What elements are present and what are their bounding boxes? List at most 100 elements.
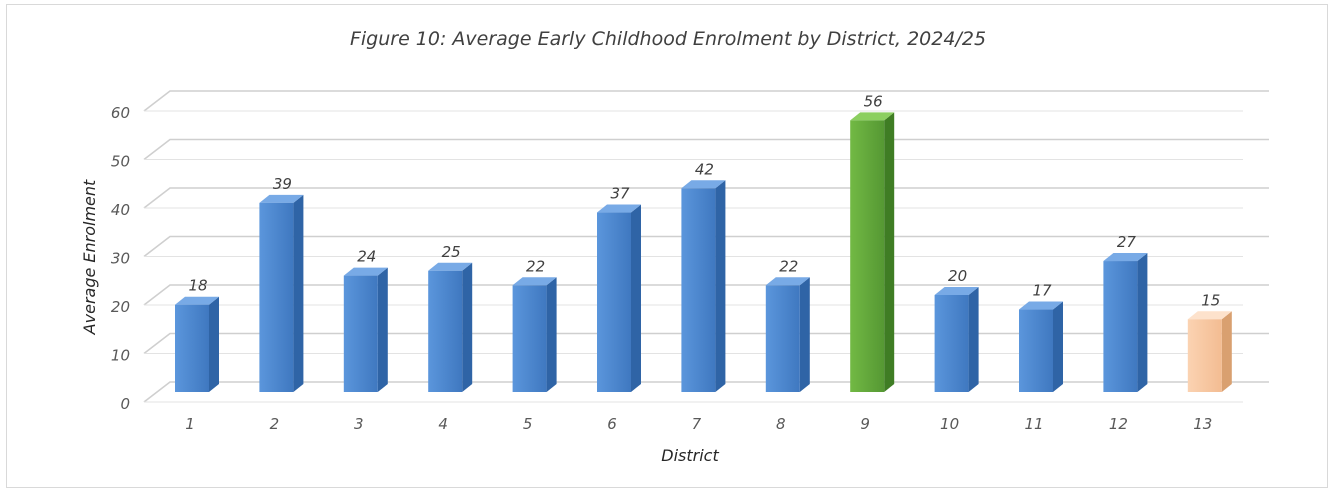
- gridline: [143, 332, 1269, 355]
- data-label: 37: [610, 185, 630, 203]
- bar-side: [1137, 253, 1148, 392]
- bar: [259, 194, 304, 392]
- bar: [512, 277, 557, 392]
- x-tick-label: 7: [692, 415, 702, 433]
- gridline: [143, 381, 1269, 403]
- bar-top: [934, 287, 979, 295]
- gridline: [143, 90, 1269, 112]
- x-tick-label: 9: [860, 415, 870, 433]
- data-label: 25: [442, 243, 461, 261]
- bar-side: [1053, 301, 1063, 392]
- chart-title: Figure 10: Average Early Childhood Enrol…: [350, 28, 986, 50]
- bar: [1103, 253, 1148, 392]
- chart-frame: Figure 10: Average Early Childhood Enrol…: [6, 4, 1328, 488]
- x-tick-label: 11: [1024, 415, 1043, 433]
- data-label: 15: [1201, 291, 1220, 309]
- x-axis-title: District: [661, 446, 719, 465]
- data-labels: 18 39 24 25 22 37 42 22 56 20 17 27 15: [188, 92, 1220, 309]
- y-tick-label: 20: [111, 298, 130, 316]
- bar-front: [175, 304, 209, 392]
- bar-front: [850, 120, 885, 393]
- bar-top: [428, 262, 473, 271]
- bar-top: [1019, 301, 1063, 310]
- data-label: 22: [526, 257, 545, 275]
- y-tick-label: 30: [111, 250, 130, 268]
- bar-top: [681, 180, 726, 189]
- x-tick-label: 13: [1193, 415, 1212, 433]
- bar-top: [175, 296, 219, 305]
- y-tick-label: 0: [120, 395, 130, 413]
- x-tick-label: 6: [607, 415, 617, 433]
- bar-front: [1019, 309, 1053, 392]
- x-axis-ticks: 1 2 3 4 5 6 7 8 9 10 11 12 13: [185, 415, 1212, 433]
- bar-front: [597, 212, 631, 392]
- bar-chart: Figure 10: Average Early Childhood Enrol…: [80, 28, 1269, 465]
- bar-top: [597, 204, 641, 213]
- bar-side: [884, 112, 895, 393]
- bar-top: [512, 277, 557, 286]
- x-tick-label: 1: [185, 415, 195, 433]
- bar-side: [715, 180, 726, 392]
- y-axis-ticks: 0 10 20 30 40 50 60: [111, 104, 130, 413]
- x-tick-label: 2: [270, 415, 280, 433]
- gridline: [143, 284, 1269, 306]
- x-tick-label: 12: [1109, 415, 1128, 433]
- y-tick-label: 40: [111, 201, 130, 219]
- bar-side: [799, 277, 810, 392]
- data-label: 18: [188, 277, 207, 295]
- bar-front: [259, 202, 294, 392]
- bars: [175, 112, 1232, 393]
- bar-side: [462, 262, 473, 392]
- bar-top: [343, 267, 388, 276]
- bar-front: [681, 188, 716, 392]
- bar: [428, 262, 473, 392]
- bar: [343, 267, 388, 392]
- bar-side: [293, 194, 304, 392]
- bar-side: [631, 204, 641, 392]
- bar: [597, 204, 641, 392]
- data-label: 17: [1032, 282, 1052, 300]
- gridline: [143, 235, 1269, 258]
- data-label: 24: [357, 248, 376, 266]
- bar-top: [850, 112, 895, 121]
- x-tick-label: 5: [523, 415, 533, 433]
- bar-front: [934, 295, 969, 392]
- bar-top: [765, 277, 810, 286]
- bar: [765, 277, 810, 392]
- y-axis-title: Average Enrolment: [80, 179, 99, 335]
- y-tick-label: 60: [111, 104, 130, 122]
- bar-front: [1187, 319, 1222, 392]
- data-label: 39: [273, 175, 292, 193]
- bar: [175, 296, 219, 392]
- y-tick-label: 50: [111, 153, 130, 171]
- gridline: [143, 138, 1269, 161]
- bar-side: [377, 267, 388, 392]
- bar: [850, 112, 895, 393]
- data-label: 27: [1117, 233, 1137, 251]
- bar: [1187, 311, 1232, 392]
- data-label: 22: [779, 257, 798, 275]
- bar-front: [1103, 261, 1138, 392]
- x-tick-label: 8: [776, 415, 786, 433]
- bar-side: [968, 287, 979, 392]
- data-label: 20: [948, 267, 967, 285]
- y-tick-label: 10: [111, 347, 130, 365]
- x-tick-label: 10: [940, 415, 959, 433]
- bar-side: [1221, 311, 1232, 392]
- bar-top: [1103, 253, 1148, 262]
- gridlines: [143, 90, 1269, 403]
- data-label: 56: [864, 92, 883, 110]
- x-tick-label: 3: [354, 415, 364, 433]
- bar-front: [428, 270, 463, 392]
- bar: [1019, 301, 1063, 392]
- bar-front: [512, 285, 547, 392]
- x-tick-label: 4: [438, 415, 448, 433]
- data-label: 42: [695, 160, 714, 178]
- bar-top: [1187, 311, 1232, 320]
- bar-side: [546, 277, 557, 392]
- bar-front: [765, 285, 800, 392]
- bar: [681, 180, 726, 392]
- bar-side: [209, 296, 219, 392]
- bar: [934, 287, 979, 392]
- gridline: [143, 187, 1269, 209]
